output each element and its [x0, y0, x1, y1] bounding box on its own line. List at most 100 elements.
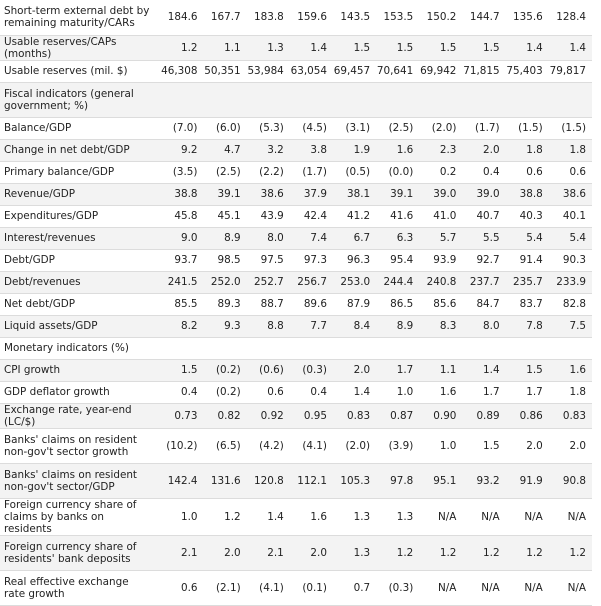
value-cell: 82.8 — [548, 293, 592, 316]
table-row: Short-term external debt by remaining ma… — [0, 0, 592, 36]
value-cell: 0.2 — [419, 161, 463, 184]
value-cell: 1.8 — [548, 139, 592, 162]
value-cell: 1.4 — [246, 498, 290, 536]
value-cell: 1.5 — [462, 35, 506, 61]
value-cell: 0.83 — [548, 403, 592, 429]
table-row: Real effective exchange rate growth 0.6 (2… — [0, 570, 592, 606]
value-cell: 1.4 — [462, 359, 506, 382]
value-cell: 184.6 — [156, 0, 204, 36]
value-cell: 5.4 — [548, 227, 592, 250]
value-cell: (6.0) — [203, 117, 247, 140]
value-cell: (1.5) — [505, 117, 549, 140]
row-label: Exchange rate, year-end (LC/$) — [0, 403, 157, 429]
value-cell: 6.3 — [376, 227, 420, 250]
value-cell: (0.1) — [289, 570, 333, 606]
value-cell — [462, 337, 506, 360]
value-cell: 1.7 — [462, 381, 506, 404]
value-cell: (0.0) — [376, 161, 420, 184]
value-cell: 91.9 — [505, 463, 549, 499]
value-cell: 233.9 — [548, 271, 592, 294]
value-cell: N/A — [419, 498, 463, 536]
row-label: Short-term external debt by remaining ma… — [0, 0, 157, 36]
value-cell: 1.8 — [548, 381, 592, 404]
row-label: Primary balance/GDP — [0, 161, 157, 184]
value-cell: 79,817 — [548, 60, 592, 83]
value-cell: 8.3 — [419, 315, 463, 338]
value-cell: 5.4 — [505, 227, 549, 250]
row-label: Liquid assets/GDP — [0, 315, 157, 338]
value-cell — [505, 337, 549, 360]
value-cell: 1.5 — [332, 35, 377, 61]
value-cell: 0.82 — [203, 403, 247, 429]
value-cell — [156, 82, 204, 118]
table-row: Foreign currency share of residents' ban… — [0, 535, 592, 571]
value-cell: (4.5) — [289, 117, 333, 140]
value-cell: 0.86 — [505, 403, 549, 429]
value-cell: 1.4 — [289, 35, 333, 61]
value-cell — [505, 82, 549, 118]
value-cell — [289, 82, 333, 118]
value-cell: 1.5 — [462, 428, 506, 464]
value-cell: 105.3 — [332, 463, 377, 499]
value-cell: 38.1 — [332, 183, 377, 206]
value-cell: 41.2 — [332, 205, 377, 228]
value-cell: 95.4 — [376, 249, 420, 272]
value-cell: 1.6 — [376, 139, 420, 162]
value-cell: 0.89 — [462, 403, 506, 429]
row-label: Debt/GDP — [0, 249, 157, 272]
value-cell: 8.4 — [332, 315, 377, 338]
value-cell: 93.2 — [462, 463, 506, 499]
table-row: Exchange rate, year-end (LC/$) 0.73 0.82 0.… — [0, 403, 592, 429]
table-row: Debt/GDP 93.7 98.5 97.5 97.3 96.3 95.4 93.9 92.7… — [0, 249, 592, 272]
row-label: Banks' claims on resident non-gov't sect… — [0, 428, 157, 464]
value-cell: 98.5 — [203, 249, 247, 272]
value-cell: 87.9 — [332, 293, 377, 316]
value-cell: 1.4 — [548, 35, 592, 61]
value-cell — [376, 337, 420, 360]
value-cell: 1.2 — [156, 35, 204, 61]
value-cell: 9.0 — [156, 227, 204, 250]
value-cell: 1.5 — [505, 359, 549, 382]
value-cell: 95.1 — [419, 463, 463, 499]
table-row: Net debt/GDP 85.5 89.3 88.7 89.6 87.9 86.5 85.6… — [0, 293, 592, 316]
value-cell — [246, 337, 290, 360]
value-cell: 45.8 — [156, 205, 204, 228]
value-cell: 1.9 — [332, 139, 377, 162]
value-cell: (2.0) — [332, 428, 377, 464]
value-cell: (3.5) — [156, 161, 204, 184]
value-cell: 1.5 — [156, 359, 204, 382]
value-cell: 244.4 — [376, 271, 420, 294]
value-cell: 85.5 — [156, 293, 204, 316]
value-cell — [332, 82, 377, 118]
value-cell: 143.5 — [332, 0, 377, 36]
value-cell: (10.2) — [156, 428, 204, 464]
value-cell: (6.5) — [203, 428, 247, 464]
value-cell: 88.7 — [246, 293, 290, 316]
value-cell: 1.2 — [419, 535, 463, 571]
value-cell: 90.3 — [548, 249, 592, 272]
value-cell: 8.9 — [376, 315, 420, 338]
value-cell: (2.0) — [419, 117, 463, 140]
value-cell: 91.4 — [505, 249, 549, 272]
value-cell: 63,054 — [289, 60, 333, 83]
table-row: Primary balance/GDP (3.5) (2.5) (2.2) (1.7)(… — [0, 161, 592, 184]
value-cell: (2.5) — [203, 161, 247, 184]
value-cell: 45.1 — [203, 205, 247, 228]
value-cell: 0.6 — [548, 161, 592, 184]
value-cell: (2.5) — [376, 117, 420, 140]
value-cell: 90.8 — [548, 463, 592, 499]
value-cell: 2.0 — [548, 428, 592, 464]
value-cell: 252.7 — [246, 271, 290, 294]
table-row: Revenue/GDP 38.8 39.1 38.6 37.9 38.1 39.1 39.0 3… — [0, 183, 592, 206]
value-cell: 142.4 — [156, 463, 204, 499]
value-cell: 2.3 — [419, 139, 463, 162]
value-cell — [332, 337, 377, 360]
value-cell: (0.3) — [376, 570, 420, 606]
value-cell: 1.3 — [332, 535, 377, 571]
row-label: Revenue/GDP — [0, 183, 157, 206]
row-label: Net debt/GDP — [0, 293, 157, 316]
value-cell: 159.6 — [289, 0, 333, 36]
value-cell: 86.5 — [376, 293, 420, 316]
value-cell: 1.2 — [376, 535, 420, 571]
value-cell: 9.3 — [203, 315, 247, 338]
